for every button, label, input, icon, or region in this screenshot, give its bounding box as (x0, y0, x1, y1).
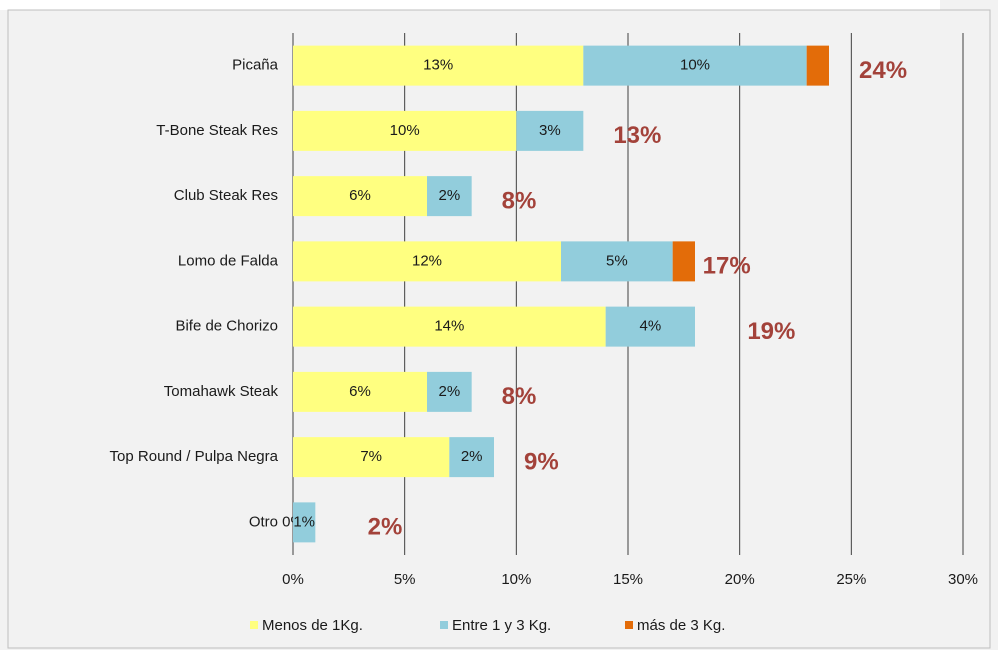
data-label: 1% (293, 513, 315, 530)
bar-segment (561, 241, 673, 282)
data-label: 3% (539, 122, 561, 139)
category-label: Picaña (232, 57, 279, 74)
x-tick-label: 15% (613, 571, 643, 588)
x-tick-label: 20% (725, 571, 755, 588)
category-label: Club Steak Res (174, 187, 278, 204)
data-label: 6% (349, 383, 371, 400)
total-label: 2% (368, 514, 403, 541)
x-tick-label: 30% (948, 571, 978, 588)
legend-label: más de 3 Kg. (637, 617, 725, 634)
legend-swatch (440, 621, 448, 629)
top-strip (0, 0, 940, 10)
data-label: 12% (412, 252, 442, 269)
x-tick-label: 25% (836, 571, 866, 588)
bar-segment (293, 110, 517, 151)
data-label: 10% (390, 122, 420, 139)
data-label: 5% (606, 252, 628, 269)
data-label: 2% (438, 187, 460, 204)
bar-segment (293, 45, 584, 86)
data-label: 6% (349, 187, 371, 204)
category-label: Otro (249, 513, 278, 530)
x-tick-label: 0% (282, 571, 304, 588)
category-label: Bife de Chorizo (175, 318, 278, 335)
legend-swatch (250, 621, 258, 629)
data-label: 4% (639, 318, 661, 335)
bar-segment (293, 437, 450, 478)
total-label: 17% (703, 253, 751, 280)
x-tick-label: 5% (394, 571, 416, 588)
total-label: 8% (502, 383, 537, 410)
bar-segment (516, 110, 584, 151)
data-label: 10% (680, 57, 710, 74)
bar-segment (293, 241, 561, 282)
bar-segment (293, 502, 316, 543)
total-label: 24% (859, 57, 907, 84)
category-label: T-Bone Steak Res (156, 122, 278, 139)
data-label: 7% (360, 448, 382, 465)
bar-segment (293, 306, 606, 347)
bar-segment (427, 371, 472, 412)
category-label: Lomo de Falda (178, 252, 279, 269)
bar-segment (449, 437, 494, 478)
bar-segment (672, 241, 695, 282)
category-label: Tomahawk Steak (164, 383, 279, 400)
bar-segment (806, 45, 829, 86)
data-label: 14% (434, 318, 464, 335)
data-label: 13% (423, 57, 453, 74)
bar-segment (427, 176, 472, 217)
data-label: 2% (461, 448, 483, 465)
total-label: 19% (747, 318, 795, 345)
total-label: 8% (502, 187, 537, 214)
frame (7, 9, 991, 649)
bar-segment (583, 45, 807, 86)
bar-segment (605, 306, 695, 347)
bar-segment (293, 371, 427, 412)
bar-segment (293, 176, 427, 217)
legend-label: Menos de 1Kg. (262, 617, 363, 634)
legend-label: Entre 1 y 3 Kg. (452, 617, 551, 634)
total-label: 13% (613, 122, 661, 149)
legend-swatch (625, 621, 633, 629)
x-tick-label: 10% (501, 571, 531, 588)
category-label: Top Round / Pulpa Negra (110, 448, 279, 465)
data-label: 2% (438, 383, 460, 400)
total-label: 9% (524, 448, 559, 475)
